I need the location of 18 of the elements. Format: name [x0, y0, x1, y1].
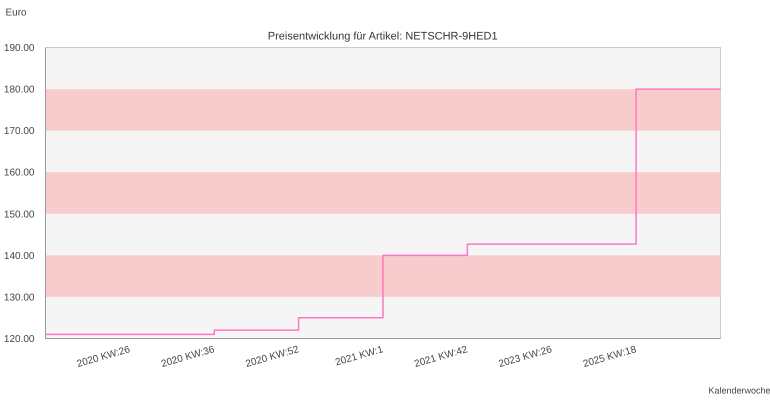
x-tick-label: 2020 KW:52 — [244, 344, 301, 370]
y-axis-title: Euro — [6, 8, 28, 18]
x-tick-label: 2025 KW:18 — [582, 344, 638, 370]
x-tick-label: 2023 KW:26 — [498, 344, 554, 370]
y-tick-label: 140.00 — [4, 250, 35, 262]
y-tick-label: 180.00 — [4, 84, 35, 96]
chart-title: Preisentwicklung für Artikel: NETSCHR-9HED1 — [268, 30, 498, 42]
y-tick-label: 170.00 — [4, 126, 35, 138]
x-tick-label: 2020 KW:36 — [160, 344, 216, 370]
y-tick-label: 190.00 — [4, 43, 35, 54]
y-tick-label: 150.00 — [4, 209, 35, 220]
x-tick-label: 2020 KW:26 — [76, 344, 132, 370]
x-tick-label: 2021 KW:42 — [413, 344, 470, 370]
y-tick-label: 120.00 — [4, 334, 35, 345]
x-tick-label: 2021 KW:1 — [334, 344, 385, 368]
y-tick-label: 130.00 — [4, 292, 35, 304]
x-axis-title: Kalenderwoche — [708, 386, 770, 396]
y-tick-label: 160.00 — [4, 168, 35, 179]
